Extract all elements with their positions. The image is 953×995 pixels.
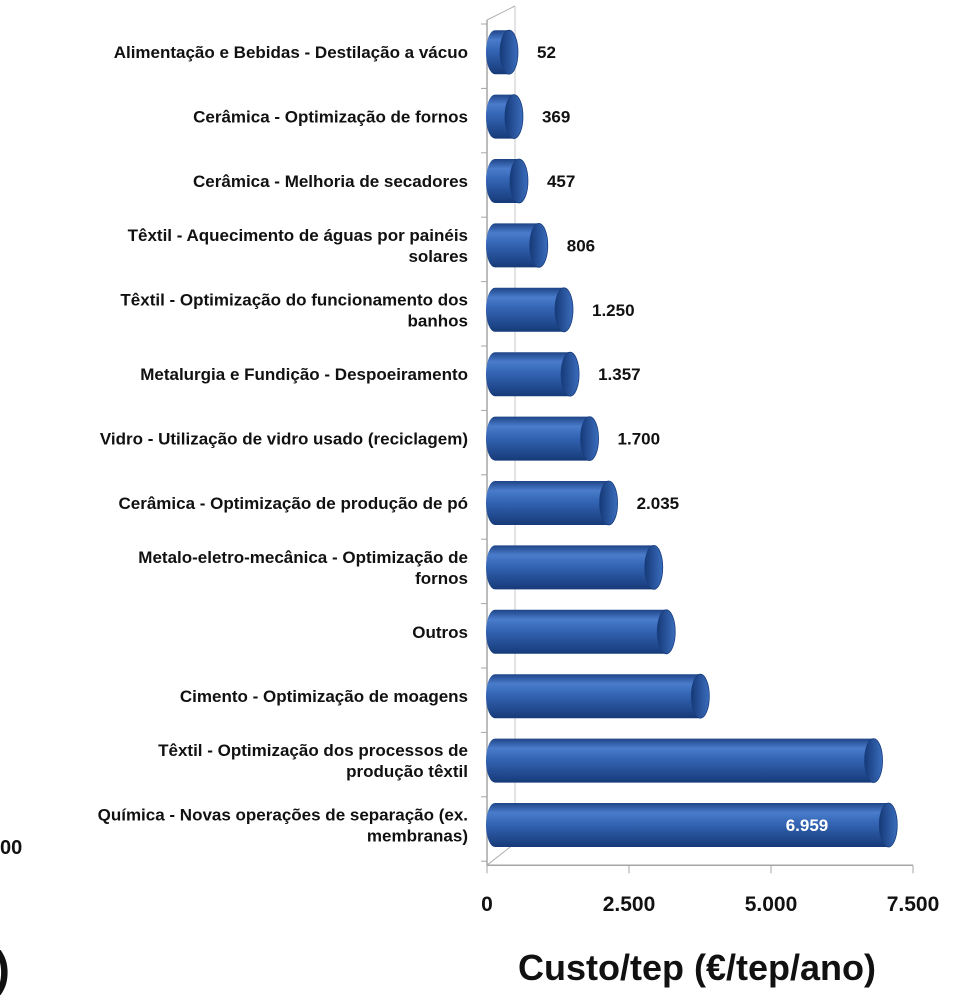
category-label: solares [408,247,468,266]
data-label: 2.035 [637,494,680,513]
data-label: 1.700 [618,430,661,449]
category-label: Cerâmica - Optimização de fornos [193,108,468,127]
category-label: membranas) [367,827,468,846]
bar [486,802,898,848]
data-label: 52 [537,43,556,62]
bar [486,222,549,268]
category-label: banhos [408,311,468,330]
category-label: fornos [415,569,468,588]
category-label: Outros [412,623,468,642]
category-label: Vidro - Utilização de vidro usado (recic… [100,430,468,449]
category-label: Cerâmica - Optimização de produção de pó [118,494,468,513]
category-label: Têxtil - Optimização dos processos de [158,741,468,760]
left-fragment-top: 00 [0,837,22,859]
bar [486,287,574,333]
category-label: produção têxtil [346,762,468,781]
category-label: Química - Novas operações de separação (… [98,806,468,825]
bar [486,673,710,719]
category-label: Metalo-eletro-mecânica - Optimização de [138,548,468,567]
data-label: 6.959 [786,816,829,835]
bar [486,738,883,783]
x-axis-title: Custo/tep (€/tep/ano) [518,947,876,988]
category-label: Cimento - Optimização de moagens [180,687,468,706]
category-label: Alimentação e Bebidas - Destilação a vác… [114,43,468,62]
bars [485,29,898,848]
category-label: Cerâmica - Melhoria de secadores [193,172,468,191]
bar [486,416,599,462]
data-label: 806 [567,236,595,255]
bar [486,351,580,397]
data-label: 1.250 [592,301,635,320]
bar [486,29,519,75]
labels: 0 2.500 5.000 7.500 Alimentação e Bebidas - … [98,43,940,916]
data-label: 457 [547,172,575,191]
bar [485,94,524,139]
category-label: Têxtil - Optimização do funcionamento do… [120,290,468,309]
x-tick-label: 7.500 [887,893,940,916]
category-label: Metalurgia e Fundição - Despoeiramento [140,365,468,384]
data-label: 1.357 [598,365,641,384]
left-fragment-bottom: ) [0,943,10,995]
bar [486,480,618,526]
bar [486,545,664,590]
data-label: 369 [542,108,570,127]
x-tick-label: 0 [481,893,493,916]
x-tick-label: 2.500 [603,893,656,916]
category-label: Têxtil - Aquecimento de águas por painéi… [128,226,468,245]
bar [486,609,676,655]
bar [486,158,529,204]
x-tick-label: 5.000 [745,893,798,916]
